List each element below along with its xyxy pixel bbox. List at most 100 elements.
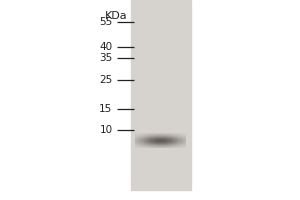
Bar	[154, 143, 155, 144]
Bar	[151, 147, 152, 148]
Bar	[162, 136, 163, 137]
Bar	[170, 139, 171, 140]
Bar	[164, 140, 165, 141]
Bar	[155, 140, 156, 141]
Bar	[136, 139, 137, 140]
Bar	[138, 146, 139, 147]
Bar	[151, 141, 152, 142]
Bar	[164, 134, 165, 135]
Bar	[161, 142, 162, 143]
Bar	[163, 137, 164, 138]
Bar	[145, 140, 146, 141]
Bar	[130, 0, 190, 190]
Bar	[173, 141, 174, 142]
Bar	[162, 141, 163, 142]
Bar	[160, 143, 161, 144]
Bar	[150, 140, 151, 141]
Bar	[149, 134, 150, 135]
Bar	[150, 146, 151, 147]
Bar	[138, 136, 139, 137]
Bar	[185, 140, 186, 141]
Bar	[152, 134, 153, 135]
Bar	[180, 146, 181, 147]
Bar	[176, 133, 177, 134]
Bar	[152, 135, 153, 136]
Bar	[143, 147, 144, 148]
Bar	[171, 142, 172, 143]
Bar	[180, 138, 181, 139]
Bar	[159, 133, 160, 134]
Bar	[177, 137, 178, 138]
Bar	[160, 141, 161, 142]
Bar	[136, 147, 137, 148]
Bar	[176, 141, 177, 142]
Bar	[160, 136, 161, 137]
Bar	[138, 144, 139, 145]
Bar	[157, 133, 158, 134]
Bar	[143, 141, 144, 142]
Bar	[153, 137, 154, 138]
Bar	[140, 133, 141, 134]
Bar	[181, 135, 182, 136]
Bar	[139, 134, 140, 135]
Bar	[158, 141, 159, 142]
Bar	[146, 140, 147, 141]
Bar	[136, 134, 137, 135]
Bar	[172, 143, 173, 144]
Bar	[138, 134, 139, 135]
Bar	[160, 144, 161, 145]
Bar	[142, 135, 143, 136]
Bar	[144, 138, 145, 139]
Bar	[182, 135, 183, 136]
Bar	[159, 135, 160, 136]
Bar	[181, 147, 182, 148]
Bar	[152, 145, 153, 146]
Bar	[138, 145, 139, 146]
Bar	[185, 134, 186, 135]
Bar	[150, 138, 151, 139]
Bar	[163, 146, 164, 147]
Bar	[167, 135, 168, 136]
Bar	[152, 140, 153, 141]
Bar	[171, 139, 172, 140]
Bar	[179, 145, 180, 146]
Bar	[185, 133, 186, 134]
Bar	[181, 137, 182, 138]
Bar	[170, 138, 171, 139]
Bar	[146, 143, 147, 144]
Bar	[135, 146, 136, 147]
Bar	[185, 138, 186, 139]
Bar	[148, 140, 149, 141]
Bar	[153, 133, 154, 134]
Bar	[184, 147, 185, 148]
Bar	[144, 134, 145, 135]
Bar	[150, 137, 151, 138]
Bar	[167, 141, 168, 142]
Bar	[154, 139, 155, 140]
Bar	[149, 141, 150, 142]
Bar	[142, 145, 143, 146]
Bar	[151, 146, 152, 147]
Bar	[179, 142, 180, 143]
Bar	[178, 144, 179, 145]
Bar	[172, 136, 173, 137]
Bar	[160, 146, 161, 147]
Text: 40: 40	[99, 42, 112, 52]
Bar	[160, 135, 161, 136]
Bar	[169, 140, 170, 141]
Bar	[158, 146, 159, 147]
Bar	[144, 135, 145, 136]
Bar	[184, 142, 185, 143]
Bar	[168, 140, 169, 141]
Bar	[148, 135, 149, 136]
Bar	[161, 134, 162, 135]
Bar	[153, 147, 154, 148]
Bar	[161, 147, 162, 148]
Bar	[156, 141, 157, 142]
Bar	[154, 137, 155, 138]
Bar	[152, 138, 153, 139]
Bar	[160, 141, 161, 142]
Bar	[173, 145, 174, 146]
Bar	[150, 139, 151, 140]
Bar	[150, 134, 151, 135]
